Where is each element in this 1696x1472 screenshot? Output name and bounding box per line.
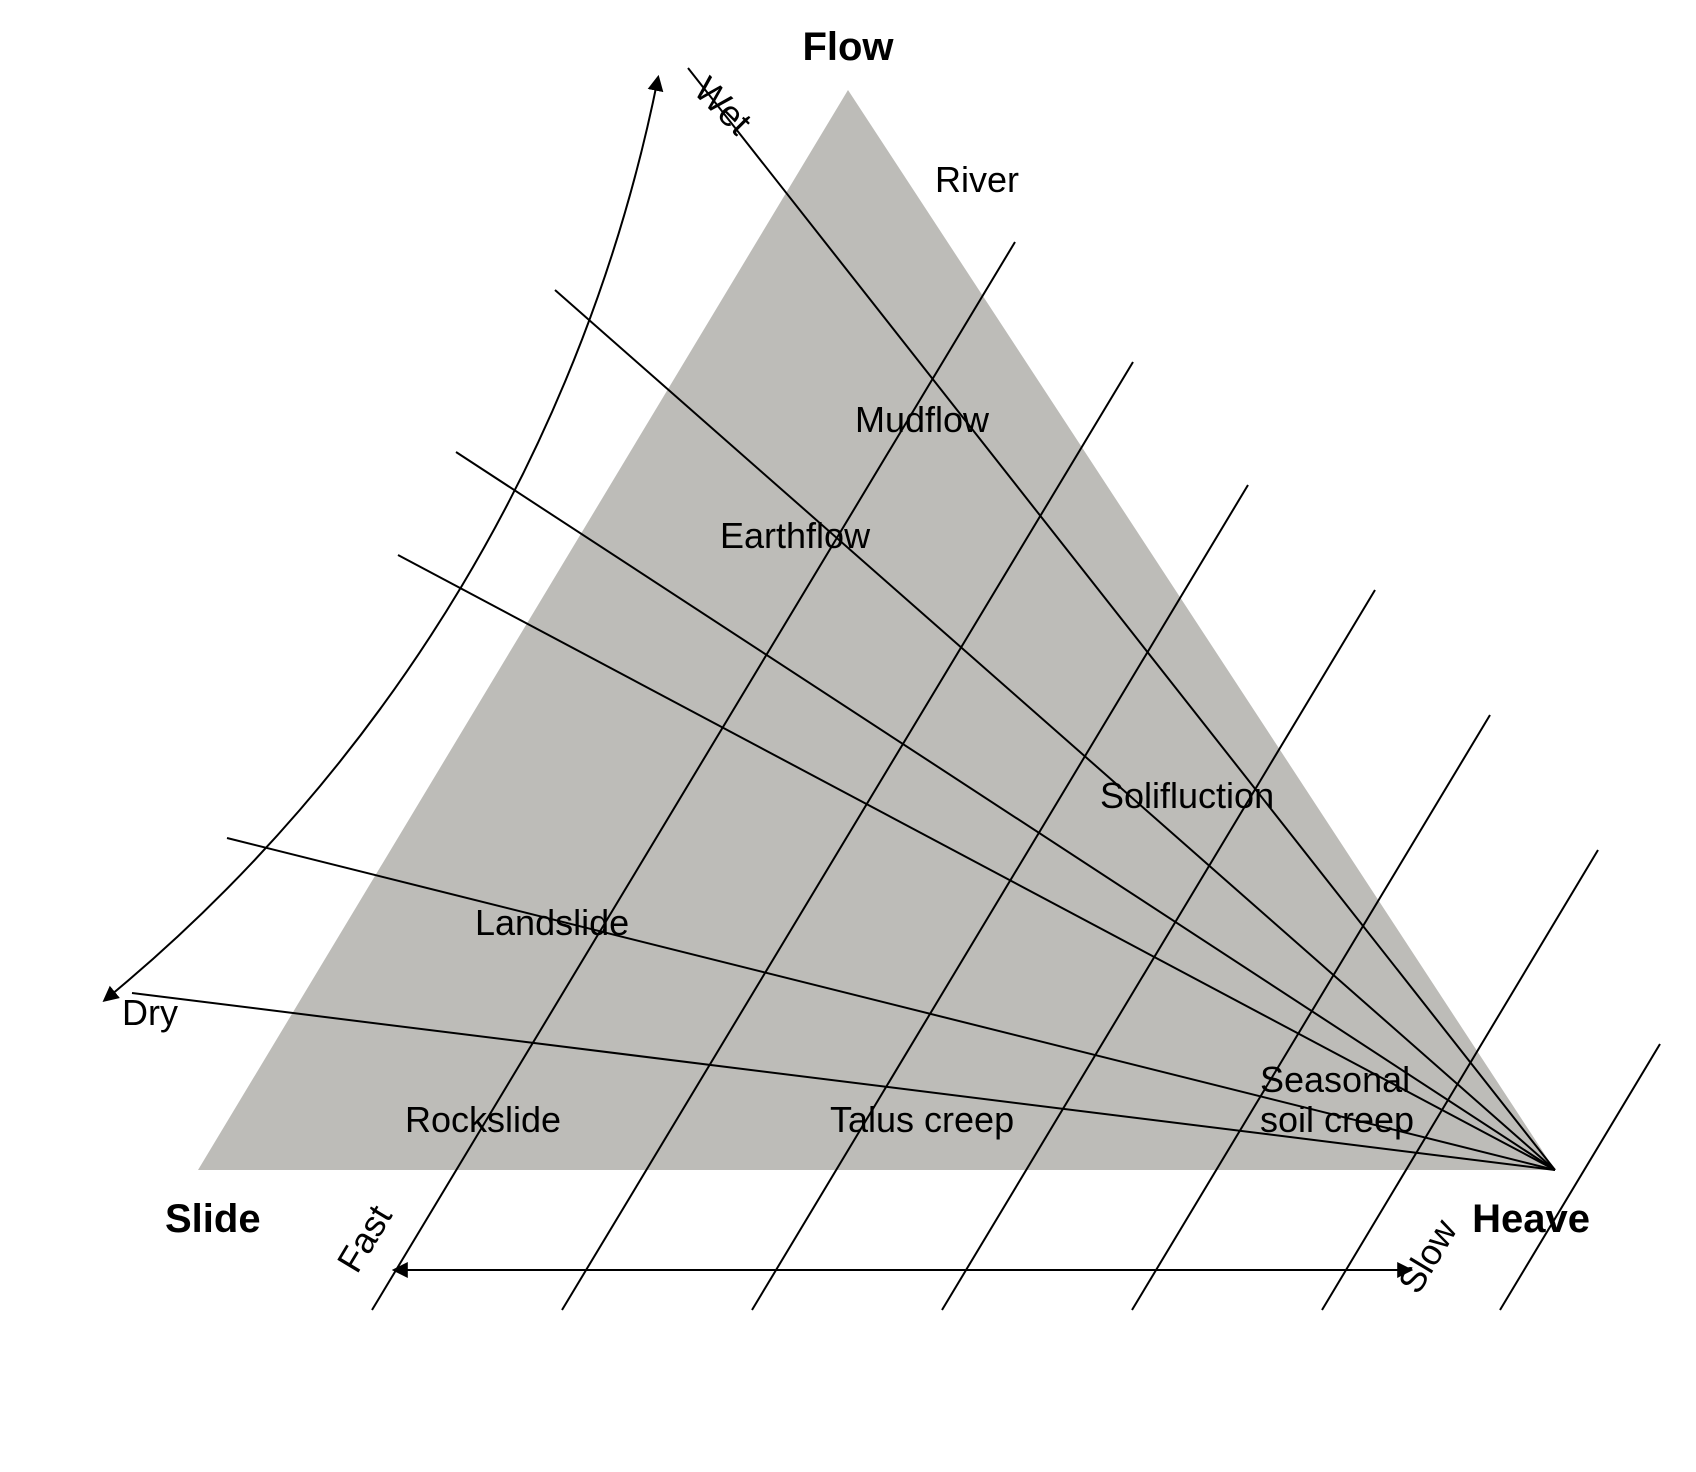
label-seasonal2: soil creep xyxy=(1260,1099,1414,1140)
ternary-diagram: Flow Slide Heave Wet Dry Fast Slow River… xyxy=(0,0,1696,1472)
vertex-label-flow: Flow xyxy=(802,25,894,69)
scale-label-slow: Slow xyxy=(1390,1211,1466,1300)
label-seasonal1: Seasonal xyxy=(1260,1059,1410,1100)
label-mudflow: Mudflow xyxy=(855,399,990,440)
label-landslide: Landslide xyxy=(475,902,629,943)
diagonal-line xyxy=(1500,1044,1660,1310)
scale-label-dry: Dry xyxy=(122,992,178,1033)
vertex-label-heave: Heave xyxy=(1472,1197,1590,1241)
label-rockslide: Rockslide xyxy=(405,1099,561,1140)
label-earthflow: Earthflow xyxy=(720,515,871,556)
scale-label-fast: Fast xyxy=(329,1198,400,1279)
label-solifluction: Solifluction xyxy=(1100,775,1274,816)
label-talus: Talus creep xyxy=(830,1099,1014,1140)
label-river: River xyxy=(935,159,1019,200)
vertex-label-slide: Slide xyxy=(165,1197,261,1241)
